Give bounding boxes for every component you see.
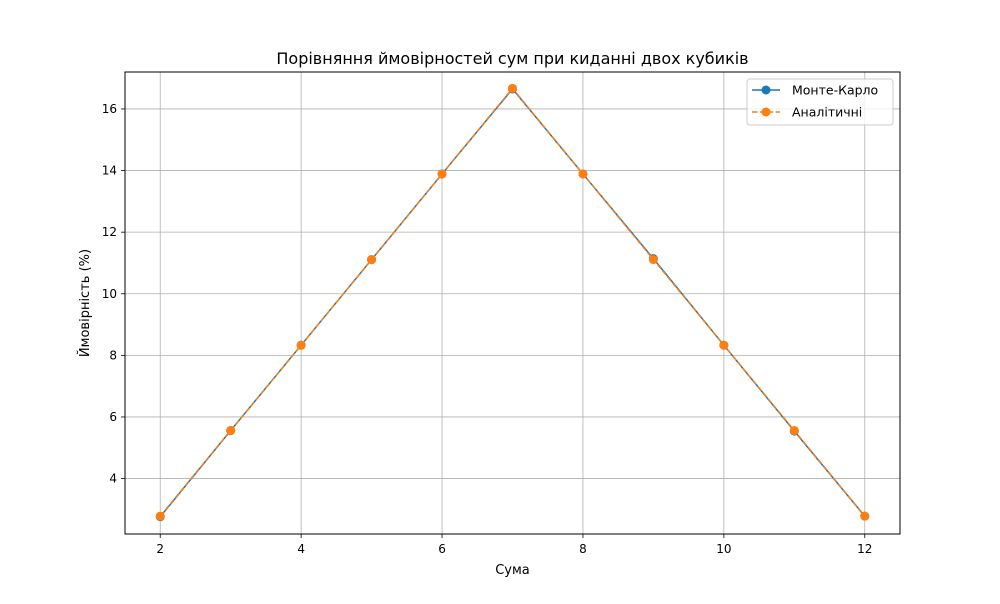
- data-point-analytic: [719, 340, 729, 350]
- axis-ticks: 2 4 6 8 10 12 4 6 8 10 12 14 16: [102, 102, 873, 556]
- grid: [125, 72, 900, 534]
- x-axis-label: Сума: [495, 563, 530, 578]
- legend-marker-monte-carlo: [761, 85, 771, 95]
- legend-label-monte-carlo: Монте-Карло: [792, 83, 878, 98]
- data-point-analytic: [860, 511, 870, 521]
- legend-marker-analytic: [761, 107, 771, 117]
- legend: Монте-Карло Аналітичні: [746, 78, 894, 126]
- data-point-analytic: [437, 169, 447, 179]
- data-point-analytic: [296, 340, 306, 350]
- series-line-monte-carlo: [159, 87, 866, 518]
- y-tick-label: 10: [102, 287, 117, 301]
- data-point-analytic: [155, 511, 165, 521]
- data-point-analytic: [578, 169, 588, 179]
- chart-title: Порівняння ймовірностей сум при киданні …: [276, 49, 748, 68]
- y-tick-label: 8: [109, 348, 117, 362]
- y-tick-label: 12: [102, 225, 117, 239]
- x-tick-label: 6: [438, 542, 446, 556]
- data-point-analytic: [226, 426, 236, 436]
- series-line-analytic: [159, 87, 866, 517]
- y-tick-label: 4: [109, 472, 117, 486]
- legend-box: [746, 78, 894, 126]
- data-point-analytic: [508, 83, 517, 93]
- data-point-analytic: [789, 426, 799, 436]
- plot-frame: [124, 71, 901, 535]
- x-tick-label: 12: [857, 542, 872, 556]
- plot-series: [155, 83, 870, 522]
- x-tick-label: 8: [579, 542, 587, 556]
- y-tick-label: 16: [102, 102, 117, 116]
- y-tick-label: 14: [102, 164, 117, 178]
- data-point-analytic: [648, 255, 658, 265]
- y-axis-label: Ймовірність (%): [77, 249, 93, 357]
- data-point-analytic: [367, 255, 377, 265]
- legend-label-analytic: Аналітичні: [792, 105, 862, 120]
- x-tick-label: 10: [716, 542, 731, 556]
- y-tick-label: 6: [109, 410, 117, 424]
- x-tick-label: 2: [156, 542, 164, 556]
- x-tick-label: 4: [297, 542, 305, 556]
